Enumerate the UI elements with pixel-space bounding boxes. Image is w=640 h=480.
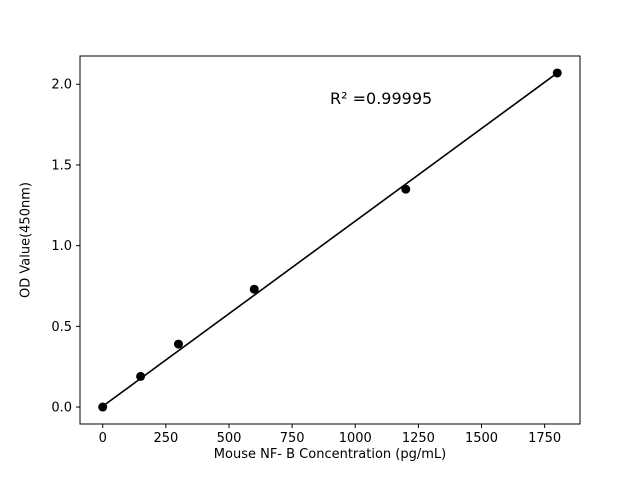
y-axis-label: OD Value(450nm) (18, 182, 34, 298)
data-point (173, 339, 183, 349)
data-points (98, 68, 562, 412)
y-axis-ticks: 0.0 0.5 1.0 1.5 2.0 (51, 78, 80, 416)
y-tick-label: 0.0 (51, 401, 72, 416)
x-axis-ticks: 0 250 500 750 1000 1250 1500 1750 (99, 424, 561, 446)
x-tick-label: 1250 (402, 431, 435, 446)
r-squared-annotation: R² =0.99995 (330, 89, 432, 108)
y-tick-label: 1.5 (51, 158, 72, 173)
x-axis-label: Mouse NF- B Concentration (pg/mL) (213, 447, 447, 462)
y-tick-label: 1.0 (51, 239, 72, 254)
x-tick-label: 250 (153, 431, 178, 446)
x-tick-label: 1750 (528, 431, 561, 446)
axes-spines (79, 55, 581, 425)
data-point (249, 284, 259, 294)
data-point (98, 402, 108, 412)
data-point (552, 68, 562, 78)
x-tick-label: 1000 (339, 431, 372, 446)
x-tick-label: 1500 (465, 431, 498, 446)
fit-line (102, 72, 558, 407)
x-tick-label: 0 (99, 431, 107, 446)
data-point (136, 371, 146, 381)
x-tick-label: 750 (280, 431, 305, 446)
x-tick-label: 500 (217, 431, 242, 446)
data-point (401, 184, 411, 194)
y-tick-label: 0.5 (51, 320, 72, 335)
y-tick-label: 2.0 (51, 78, 72, 93)
